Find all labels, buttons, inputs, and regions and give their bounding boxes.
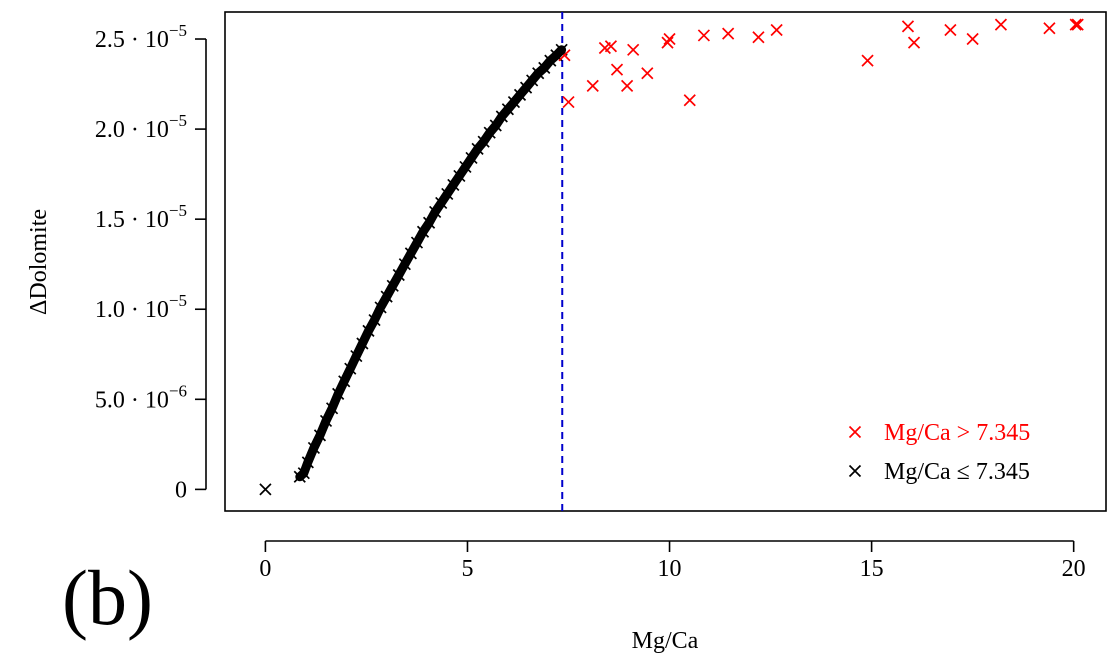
- y-tick-exponent: −5: [169, 201, 187, 220]
- y-tick-label: 2.0 · 10−5: [95, 111, 187, 143]
- legend-marker: [848, 425, 862, 439]
- y-tick-label: 1.5 · 10−5: [95, 201, 187, 233]
- y-axis: 05.0 · 10−61.0 · 10−51.5 · 10−52.0 · 10−…: [95, 21, 207, 503]
- y-tick-exponent: −5: [169, 111, 187, 130]
- x-tick-label: 10: [658, 556, 682, 582]
- data-point: [861, 54, 874, 67]
- data-point: [752, 31, 765, 44]
- data-point: [259, 483, 272, 496]
- y-axis-title: ΔDolomite: [26, 209, 52, 315]
- x-axis: 0 5 10 15 20: [259, 540, 1086, 582]
- y-tick-exponent: −6: [169, 381, 187, 400]
- data-point: [683, 94, 696, 107]
- y-tick-mantissa: 1.5 · 10: [95, 207, 169, 233]
- data-point: [1043, 22, 1056, 35]
- data-point: [610, 63, 624, 76]
- legend-marker: [848, 464, 862, 478]
- x-tick-label: 15: [860, 556, 884, 582]
- panel-label: (b): [62, 554, 153, 641]
- data-point: [627, 43, 640, 56]
- legend: Mg/Ca > 7.345 Mg/Ca ≤ 7.345: [848, 420, 1030, 485]
- data-point: [966, 32, 979, 46]
- data-point: [562, 95, 575, 109]
- y-tick-mantissa: 2.0 · 10: [95, 117, 169, 143]
- data-point: [641, 67, 654, 80]
- data-point: [621, 79, 634, 92]
- x-tick-label: 20: [1062, 556, 1086, 582]
- dense-series-band: [295, 45, 567, 482]
- x-tick-label: 0: [259, 556, 271, 582]
- y-tick-mantissa: 2.5 · 10: [95, 27, 169, 53]
- x-tick-label: 5: [461, 556, 473, 582]
- data-point: [586, 79, 599, 92]
- data-point: [944, 23, 957, 37]
- plot-frame: [224, 11, 1107, 512]
- data-point: [604, 40, 618, 53]
- series-layer: [259, 18, 1084, 496]
- data-point: [994, 18, 1008, 31]
- data-point: [907, 36, 921, 49]
- legend-label: Mg/Ca ≤ 7.345: [884, 459, 1030, 485]
- y-tick-exponent: −5: [169, 291, 187, 310]
- data-point: [770, 23, 783, 37]
- y-tick-label: 0: [175, 477, 187, 503]
- y-tick-exponent: −5: [169, 21, 187, 40]
- legend-label: Mg/Ca > 7.345: [884, 420, 1030, 446]
- y-tick-mantissa: 0: [175, 477, 187, 503]
- data-point: [1071, 18, 1084, 31]
- y-tick-label: 2.5 · 10−5: [95, 21, 187, 53]
- data-point: [663, 32, 676, 46]
- x-axis-title: Mg/Ca: [632, 628, 699, 654]
- series-below-threshold: [259, 43, 568, 496]
- data-point: [1069, 18, 1082, 31]
- data-point: [661, 36, 674, 49]
- y-tick-mantissa: 5.0 · 10: [95, 387, 169, 413]
- y-tick-label: 1.0 · 10−5: [95, 291, 187, 323]
- data-point: [901, 20, 915, 33]
- data-point: [697, 29, 710, 42]
- y-tick-mantissa: 1.0 · 10: [95, 297, 169, 323]
- series-above-threshold: [558, 18, 1084, 109]
- data-point: [722, 27, 735, 40]
- y-tick-label: 5.0 · 10−6: [95, 381, 187, 413]
